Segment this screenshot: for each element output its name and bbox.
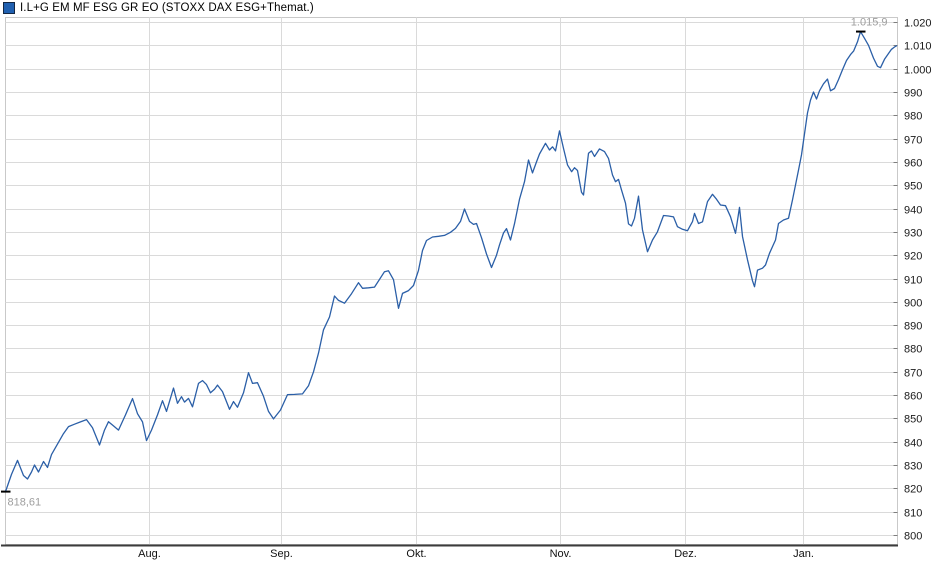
y-tick-label: 830 <box>904 461 922 473</box>
y-tick-label: 920 <box>904 251 922 263</box>
y-tick-label: 930 <box>904 228 922 240</box>
chart-legend: I.L+G EM MF ESG GR EO (STOXX DAX ESG+The… <box>3 2 314 14</box>
y-tick-label: 970 <box>904 135 922 147</box>
y-tick-label: 1.020 <box>904 18 932 30</box>
x-tick-label: Dez. <box>674 548 697 560</box>
x-tick-label: Aug. <box>138 548 161 560</box>
y-tick-label: 960 <box>904 158 922 170</box>
y-tick-label: 900 <box>904 298 922 310</box>
annotation-label-high: 1.015,9 <box>851 17 888 29</box>
price-line <box>4 30 898 493</box>
x-tick-label: Nov. <box>550 548 572 560</box>
y-tick-label: 950 <box>904 181 922 193</box>
y-tick-label: 890 <box>904 321 922 333</box>
legend-color-swatch-icon <box>3 2 15 14</box>
annotation-label-low: 818,61 <box>8 497 42 509</box>
y-tick-label: 910 <box>904 275 922 287</box>
x-tick-label: Okt. <box>406 548 426 560</box>
y-tick-label: 840 <box>904 438 922 450</box>
x-tick-label: Sep. <box>270 548 293 560</box>
y-tick-label: 810 <box>904 508 922 520</box>
y-tick-label: 1.000 <box>904 65 932 77</box>
y-tick-label: 860 <box>904 391 922 403</box>
y-tick-label: 940 <box>904 205 922 217</box>
y-tick-label: 850 <box>904 414 922 426</box>
x-tick-label: Jan. <box>793 548 814 560</box>
y-tick-label: 1.010 <box>904 41 932 53</box>
y-tick-label: 870 <box>904 368 922 380</box>
y-tick-label: 990 <box>904 88 922 100</box>
y-tick-label: 800 <box>904 531 922 543</box>
y-tick-label: 980 <box>904 111 922 123</box>
chart-title: I.L+G EM MF ESG GR EO (STOXX DAX ESG+The… <box>20 2 314 14</box>
y-tick-label: 880 <box>904 344 922 356</box>
y-tick-label: 820 <box>904 484 922 496</box>
